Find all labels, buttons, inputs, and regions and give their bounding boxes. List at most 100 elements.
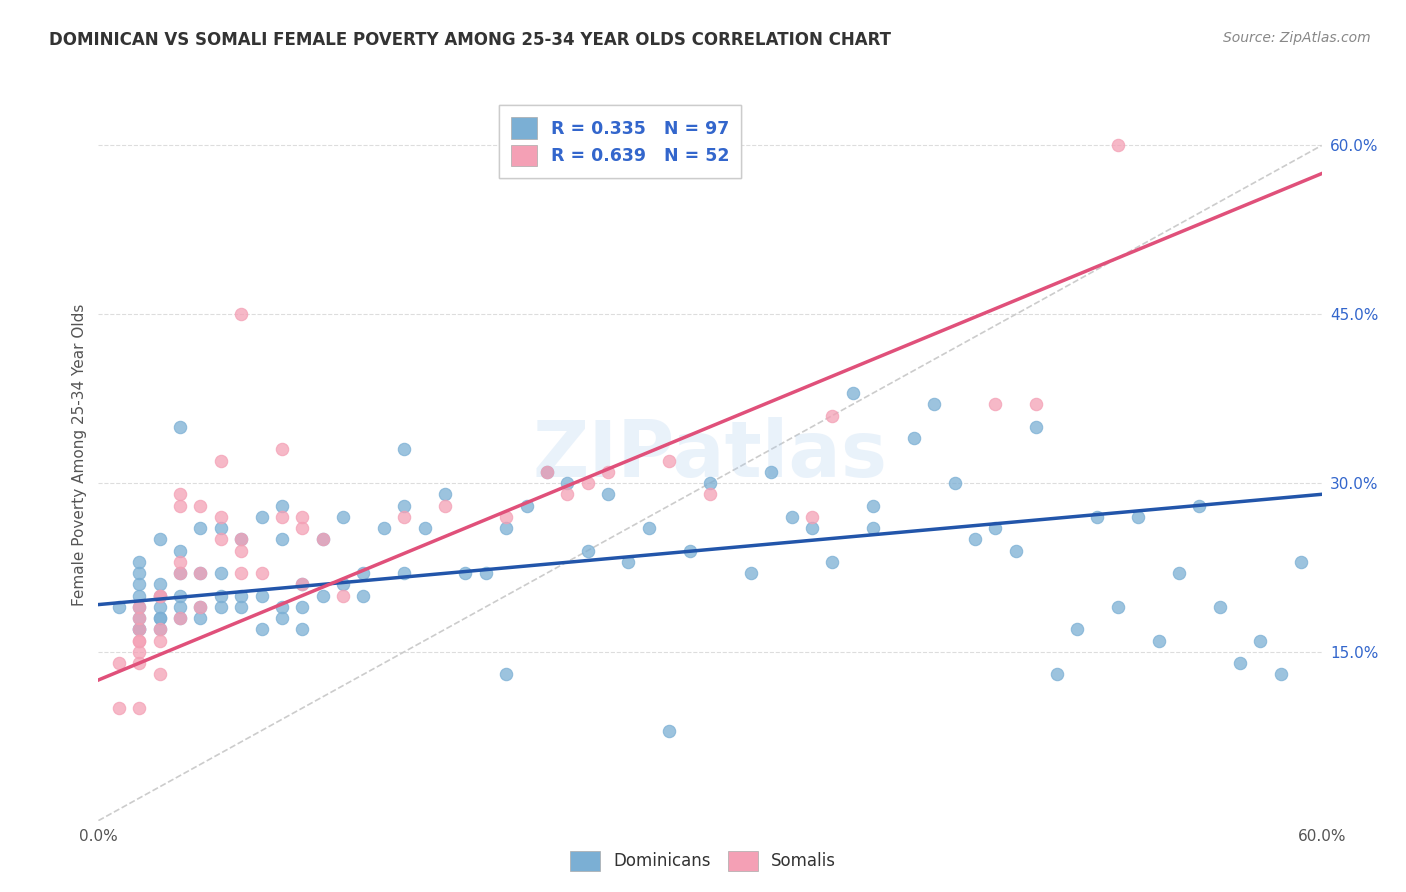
- Point: [780, 509, 803, 524]
- Point: [495, 667, 517, 681]
- Point: [699, 487, 721, 501]
- Point: [413, 521, 436, 535]
- Point: [598, 487, 620, 501]
- Point: [270, 611, 294, 625]
- Point: [1107, 138, 1129, 153]
- Point: [454, 566, 477, 580]
- Point: [149, 589, 172, 603]
- Point: [169, 599, 191, 614]
- Point: [841, 386, 863, 401]
- Point: [984, 397, 1007, 411]
- Point: [188, 599, 212, 614]
- Point: [169, 543, 191, 558]
- Point: [209, 533, 232, 547]
- Point: [188, 611, 212, 625]
- Point: [128, 623, 150, 637]
- Point: [1045, 667, 1069, 681]
- Point: [149, 533, 172, 547]
- Point: [108, 701, 131, 715]
- Point: [1128, 509, 1150, 524]
- Point: [291, 623, 314, 637]
- Point: [231, 566, 253, 580]
- Point: [128, 599, 150, 614]
- Point: [169, 566, 191, 580]
- Point: [617, 555, 640, 569]
- Point: [231, 533, 253, 547]
- Point: [1066, 623, 1088, 637]
- Point: [291, 521, 314, 535]
- Point: [169, 499, 191, 513]
- Point: [1167, 566, 1189, 580]
- Point: [149, 667, 172, 681]
- Point: [679, 543, 702, 558]
- Point: [128, 599, 150, 614]
- Point: [270, 442, 294, 457]
- Point: [128, 611, 150, 625]
- Point: [495, 509, 517, 524]
- Point: [291, 509, 314, 524]
- Point: [149, 589, 172, 603]
- Point: [270, 499, 294, 513]
- Point: [392, 566, 416, 580]
- Point: [638, 521, 661, 535]
- Point: [984, 521, 1007, 535]
- Point: [128, 623, 150, 637]
- Point: [903, 431, 925, 445]
- Point: [149, 589, 172, 603]
- Point: [209, 509, 232, 524]
- Y-axis label: Female Poverty Among 25-34 Year Olds: Female Poverty Among 25-34 Year Olds: [72, 304, 87, 606]
- Point: [169, 419, 191, 434]
- Point: [392, 499, 416, 513]
- Point: [312, 533, 335, 547]
- Point: [209, 566, 232, 580]
- Point: [1004, 543, 1026, 558]
- Point: [1270, 667, 1292, 681]
- Point: [821, 409, 844, 423]
- Point: [576, 476, 599, 491]
- Point: [209, 589, 232, 603]
- Point: [128, 577, 150, 591]
- Point: [270, 599, 294, 614]
- Point: [557, 487, 579, 501]
- Point: [658, 453, 681, 467]
- Point: [128, 633, 150, 648]
- Point: [128, 623, 150, 637]
- Legend: Dominicans, Somalis: Dominicans, Somalis: [562, 842, 844, 880]
- Point: [862, 499, 884, 513]
- Point: [231, 589, 253, 603]
- Point: [270, 509, 294, 524]
- Text: ZIPatlas: ZIPatlas: [533, 417, 887, 493]
- Point: [169, 589, 191, 603]
- Point: [434, 487, 457, 501]
- Point: [128, 589, 150, 603]
- Point: [169, 487, 191, 501]
- Point: [149, 623, 172, 637]
- Point: [922, 397, 945, 411]
- Point: [149, 599, 172, 614]
- Point: [291, 577, 314, 591]
- Point: [943, 476, 966, 491]
- Point: [352, 566, 374, 580]
- Point: [536, 465, 558, 479]
- Point: [149, 611, 172, 625]
- Point: [801, 509, 824, 524]
- Point: [1291, 555, 1313, 569]
- Point: [474, 566, 498, 580]
- Point: [1025, 397, 1047, 411]
- Point: [270, 533, 294, 547]
- Point: [495, 521, 517, 535]
- Point: [128, 701, 150, 715]
- Point: [557, 476, 579, 491]
- Point: [149, 577, 172, 591]
- Point: [169, 611, 191, 625]
- Point: [128, 633, 150, 648]
- Point: [761, 465, 783, 479]
- Point: [862, 521, 884, 535]
- Point: [1188, 499, 1211, 513]
- Point: [169, 555, 191, 569]
- Point: [250, 589, 273, 603]
- Point: [250, 509, 273, 524]
- Point: [576, 543, 599, 558]
- Point: [188, 599, 212, 614]
- Point: [250, 566, 273, 580]
